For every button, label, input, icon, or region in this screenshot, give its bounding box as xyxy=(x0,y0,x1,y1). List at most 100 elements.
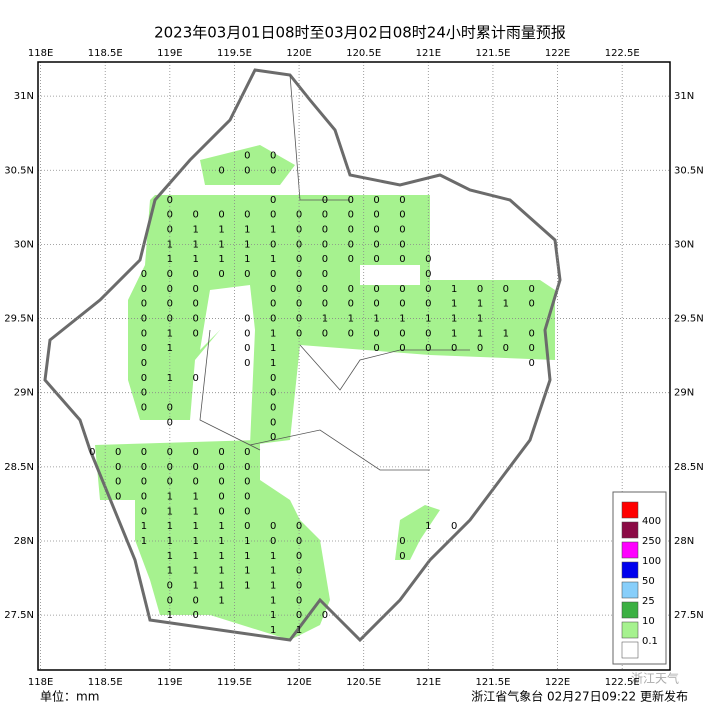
station-value: 0 xyxy=(141,314,147,325)
station-value: 0 xyxy=(322,284,328,295)
station-value: 1 xyxy=(192,506,198,517)
station-value: 0 xyxy=(529,358,535,369)
legend-label: 100 xyxy=(642,556,661,567)
station-value: 0 xyxy=(141,506,147,517)
station-value: 0 xyxy=(399,225,405,236)
station-value: 0 xyxy=(270,432,276,443)
station-value: 1 xyxy=(167,373,173,384)
x-tick-label: 119.5E xyxy=(217,677,252,688)
station-value: 0 xyxy=(296,551,302,562)
station-value: 1 xyxy=(451,299,457,310)
city-boundary xyxy=(199,74,470,471)
x-tick-label: 118E xyxy=(28,677,53,688)
station-value: 1 xyxy=(141,521,147,532)
station-value: 0 xyxy=(296,521,302,532)
station-value: 0 xyxy=(218,165,224,176)
legend-label: 25 xyxy=(642,596,655,607)
legend-swatch xyxy=(621,541,639,559)
station-value: 0 xyxy=(322,610,328,621)
station-value: 1 xyxy=(192,491,198,502)
station-value: 0 xyxy=(192,269,198,280)
station-value: 0 xyxy=(167,403,173,414)
station-value: 0 xyxy=(425,299,431,310)
station-value: 0 xyxy=(167,210,173,221)
station-value: 0 xyxy=(270,536,276,547)
station-value: 1 xyxy=(270,343,276,354)
station-value: 1 xyxy=(192,551,198,562)
y-tick-label: 30.5N xyxy=(674,165,704,176)
x-tick-label: 120.5E xyxy=(346,677,381,688)
station-value: 0 xyxy=(296,239,302,250)
x-tick-label: 121.5E xyxy=(475,677,510,688)
station-value: 0 xyxy=(296,284,302,295)
station-value: 1 xyxy=(167,536,173,547)
grid xyxy=(38,62,670,670)
station-value: 0 xyxy=(425,343,431,354)
station-value: 0 xyxy=(244,314,250,325)
station-value: 0 xyxy=(192,477,198,488)
station-value: 0 xyxy=(167,447,173,458)
station-value: 1 xyxy=(270,610,276,621)
y-tick-label: 29N xyxy=(14,388,34,399)
station-value: 0 xyxy=(141,447,147,458)
station-value: 0 xyxy=(167,595,173,606)
station-value: 0 xyxy=(451,521,457,532)
station-value: 0 xyxy=(373,343,379,354)
station-value: 0 xyxy=(141,343,147,354)
station-value: 0 xyxy=(141,462,147,473)
stations: 0 0 0 0 0 0 0 0 0 0 0 0 0 0 0 0 0 0 0 0 0 0 1 1 1 1 0 0 0 0 0 1 1 1 1 0 0 0 0 0… xyxy=(89,150,535,636)
station-value: 1 xyxy=(348,314,354,325)
x-tick-label: 118.5E xyxy=(88,48,123,59)
legend-label: 400 xyxy=(642,516,661,527)
station-value: 1 xyxy=(270,595,276,606)
title: 2023年03月01日08时至03月02日08时24小时累计雨量预报 xyxy=(154,24,566,42)
station-value: 0 xyxy=(244,462,250,473)
station-value: 0 xyxy=(529,284,535,295)
station-value: 0 xyxy=(425,328,431,339)
station-value: 0 xyxy=(399,210,405,221)
station-value: 1 xyxy=(192,536,198,547)
station-value: 0 xyxy=(322,210,328,221)
station-value: 1 xyxy=(270,358,276,369)
y-tick-label: 29.5N xyxy=(4,314,34,325)
y-tick-label: 28.5N xyxy=(4,462,34,473)
station-value: 0 xyxy=(477,343,483,354)
station-value: 1 xyxy=(322,314,328,325)
station-value: 0 xyxy=(218,477,224,488)
station-value: 1 xyxy=(244,225,250,236)
x-tick-label: 122.5E xyxy=(605,677,640,688)
station-value: 0 xyxy=(141,477,147,488)
x-tick-label: 121E xyxy=(416,48,441,59)
station-value: 0 xyxy=(244,477,250,488)
station-value: 0 xyxy=(244,491,250,502)
station-value: 0 xyxy=(296,328,302,339)
station-value: 0 xyxy=(348,239,354,250)
station-value: 0 xyxy=(270,269,276,280)
station-value: 1 xyxy=(192,239,198,250)
station-value: 0 xyxy=(141,299,147,310)
station-value: 0 xyxy=(218,462,224,473)
station-value: 0 xyxy=(167,299,173,310)
station-value: 0 xyxy=(399,328,405,339)
y-tick-label: 27.5N xyxy=(4,610,34,621)
station-value: 0 xyxy=(141,491,147,502)
station-value: 1 xyxy=(244,566,250,577)
x-tick-label: 121.5E xyxy=(475,48,510,59)
station-value: 0 xyxy=(244,328,250,339)
station-value: 0 xyxy=(270,239,276,250)
unit-label: 单位：mm xyxy=(40,689,99,704)
station-value: 0 xyxy=(192,447,198,458)
station-value: 1 xyxy=(167,239,173,250)
station-value: 1 xyxy=(270,566,276,577)
map-frame xyxy=(37,61,671,671)
station-value: 0 xyxy=(322,239,328,250)
station-value: 0 xyxy=(244,343,250,354)
province-outline xyxy=(43,68,562,643)
station-value: 0 xyxy=(373,284,379,295)
dry-area xyxy=(200,265,420,350)
y-tick-label: 31N xyxy=(14,91,34,102)
station-value: 0 xyxy=(167,314,173,325)
station-value: 0 xyxy=(115,477,121,488)
station-value: 1 xyxy=(270,625,276,636)
